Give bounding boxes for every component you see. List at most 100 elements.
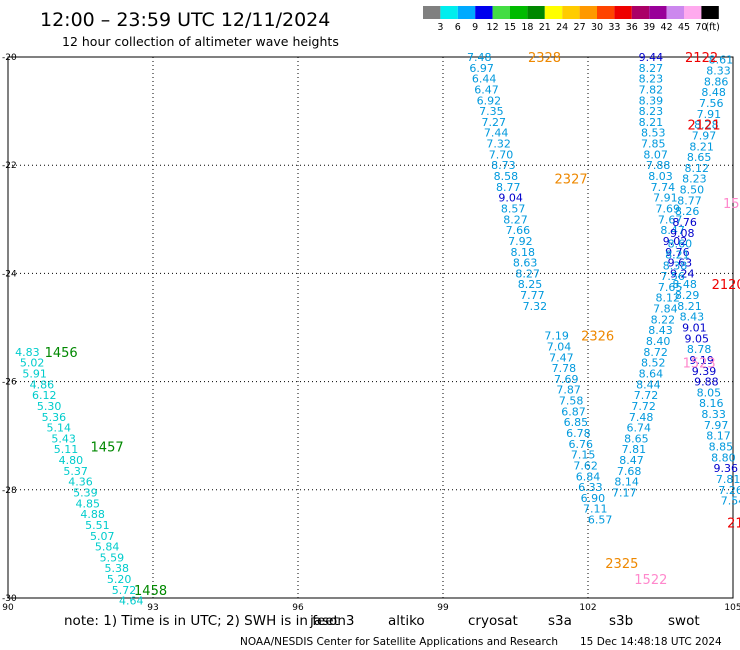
scale-label: 27 [574,22,586,33]
data-point-altiko: 8.27 [515,267,540,280]
data-point-swot: 8.28 [694,119,719,132]
data-point-jason3: 5.11 [54,443,79,456]
chart-title: 12:00 – 23:59 UTC 12/11/2024 [40,9,330,31]
data-point-jason3: 4.36 [68,476,93,489]
data-point-swot: 8.72 [643,346,668,359]
data-point-swot: 7.81 [622,443,647,456]
data-point-jason3: 4.85 [76,497,101,510]
data-point-swot: 8.22 [651,313,676,326]
data-point-altiko: 6.92 [477,94,502,107]
pass-label: 2325 [605,557,638,572]
data-point-altiko: 6.44 [472,73,497,86]
scale-label: 18 [521,22,533,33]
data-point-altiko: 7.44 [484,127,509,140]
data-point-altiko: 7.77 [520,289,545,302]
data-point-jason3: 5.84 [95,541,120,554]
data-point-cryosat: 7.97 [704,419,729,432]
scale-swatch [423,6,441,19]
scale-swatch [440,6,458,19]
timestamp-text: 15 Dec 14:48:18 UTC 2024 [580,636,722,648]
data-point-cryosat: 7.26 [718,484,740,497]
pass-label: 1457 [91,441,124,456]
data-point-altiko: 8.57 [501,202,526,215]
data-point-altiko: 6.47 [474,83,499,96]
data-point-swot: 8.50 [680,184,705,197]
data-point-altiko: 7.32 [523,300,548,313]
x-tick-label: 105 [724,603,740,613]
data-point-cryosat: 9.36 [714,462,739,475]
pass-label: 2121 [687,119,720,134]
color-scale-legend: 3 6 9 12 15 18 21 24 27 30 33 36 39 42 45 70(ft) [423,6,720,33]
data-point-altiko: 6.57 [588,514,613,527]
scale-swatch [527,6,545,19]
data-point-altiko: 6.33 [578,481,603,494]
data-point-swot: 7.65 [658,281,683,294]
data-point-cryosat: 8.21 [639,116,664,129]
y-tick-label: -26 [2,378,17,388]
data-point-altiko: 7.11 [583,503,608,516]
pass-label: 2326 [581,330,614,345]
x-tick-label: 96 [292,603,304,613]
scale-swatch [510,6,528,19]
data-point-swot: 7.97 [692,129,717,142]
data-point-jason3: 4.80 [59,454,84,467]
scale-swatch [597,6,615,19]
data-point-altiko: 8.73 [491,159,516,172]
data-point-altiko: 9.04 [498,192,523,205]
data-point-altiko: 6.85 [564,416,589,429]
data-point-swot: 8.21 [689,140,714,153]
data-point-swot: 8.77 [677,194,702,207]
scale-label: 70 [695,22,707,33]
data-point-swot: 9.08 [670,227,695,240]
scale-label: 9 [472,22,478,33]
data-point-swot: 6.74 [627,422,652,435]
data-point-swot: 7.68 [617,465,642,478]
data-point-jason3: 5.02 [20,357,45,370]
data-point-cryosat: 8.43 [680,311,705,324]
data-point-cryosat: 8.05 [697,386,722,399]
data-point-swot: 8.23 [682,173,707,186]
data-point-jason3: 6.12 [32,389,57,402]
data-point-cryosat: 9.02 [663,235,688,248]
data-point-cryosat: 7.74 [651,181,676,194]
satellite-name: cryosat [468,613,518,629]
data-point-cryosat: 9.63 [668,257,693,270]
scale-swatch [649,6,667,19]
data-point-swot: 8.33 [706,65,731,78]
data-point-cryosat: 8.07 [643,148,668,161]
scale-label: 36 [626,22,638,33]
data-point-swot: 8.12 [685,162,710,175]
data-point-altiko: 7.27 [482,116,507,129]
data-point-swot: 8.43 [648,324,673,337]
data-point-altiko: 6.78 [566,427,591,440]
satellite-name: s3a [548,613,572,629]
data-point-swot: 8.21 [665,248,690,261]
data-point-swot: 8.61 [709,54,734,67]
data-point-cryosat: 7.81 [716,473,740,486]
data-point-swot: 8.60 [668,238,693,251]
data-point-altiko: 8.77 [496,181,521,194]
scale-label: 6 [455,22,461,33]
data-point-cryosat: 7.85 [641,138,666,151]
data-point-jason3: 4.64 [119,595,144,608]
x-tick-label: 99 [437,603,449,613]
chart-subtitle: 12 hour collection of altimeter wave hei… [62,34,339,49]
data-point-cryosat: 8.03 [648,170,673,183]
satellite-name: altiko [388,613,425,629]
y-tick-label: -28 [2,486,17,496]
data-point-swot: 7.84 [653,303,678,316]
data-point-jason3: 5.36 [42,411,67,424]
data-point-cryosat: 8.16 [699,397,724,410]
data-point-swot: 7.56 [660,270,685,283]
satellite-name: jason3 [309,613,354,629]
pass-label: 2122 [685,51,718,66]
data-point-altiko: 7.48 [467,51,492,64]
scale-label: 15 [504,22,516,33]
data-point-swot: 8.48 [701,86,726,99]
data-point-altiko: 8.18 [511,246,536,259]
scale-label: 30 [591,22,603,33]
data-point-altiko: 6.90 [581,492,606,505]
y-tick-label: -20 [2,53,17,63]
data-point-jason3: 5.72 [112,584,137,597]
